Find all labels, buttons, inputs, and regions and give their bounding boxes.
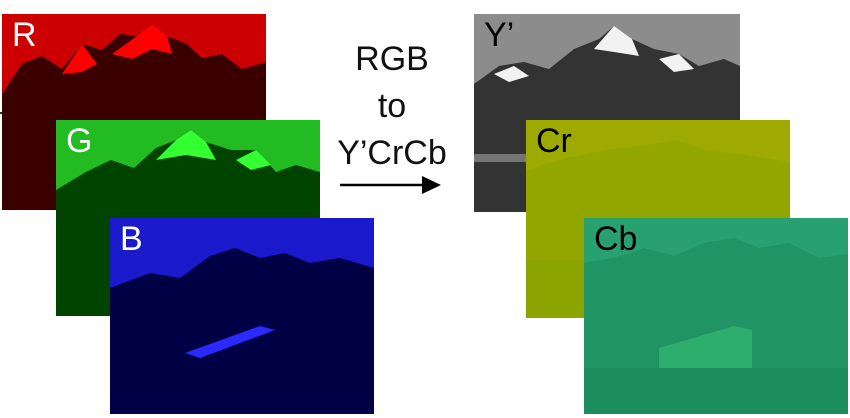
caption-line-to: to xyxy=(377,87,407,125)
red-channel-label: R xyxy=(12,16,37,54)
caption-line-ycrcb: Y’CrCb xyxy=(337,134,447,172)
cb-channel-image: Cb xyxy=(584,218,848,414)
cb-channel-label: Cb xyxy=(594,220,638,258)
blue-channel-label: B xyxy=(120,220,143,258)
right-arrow-icon xyxy=(340,176,441,194)
blue-channel-landscape xyxy=(110,218,374,414)
cr-channel-label: Cr xyxy=(536,122,572,160)
caption-line-rgb: RGB xyxy=(355,40,429,78)
luma-channel-label: Y’ xyxy=(484,16,515,54)
cb-channel-landscape xyxy=(584,218,848,414)
green-channel-label: G xyxy=(66,122,93,160)
blue-channel-image: B xyxy=(110,218,374,414)
conversion-caption: RGB to Y’CrCb xyxy=(322,36,462,177)
